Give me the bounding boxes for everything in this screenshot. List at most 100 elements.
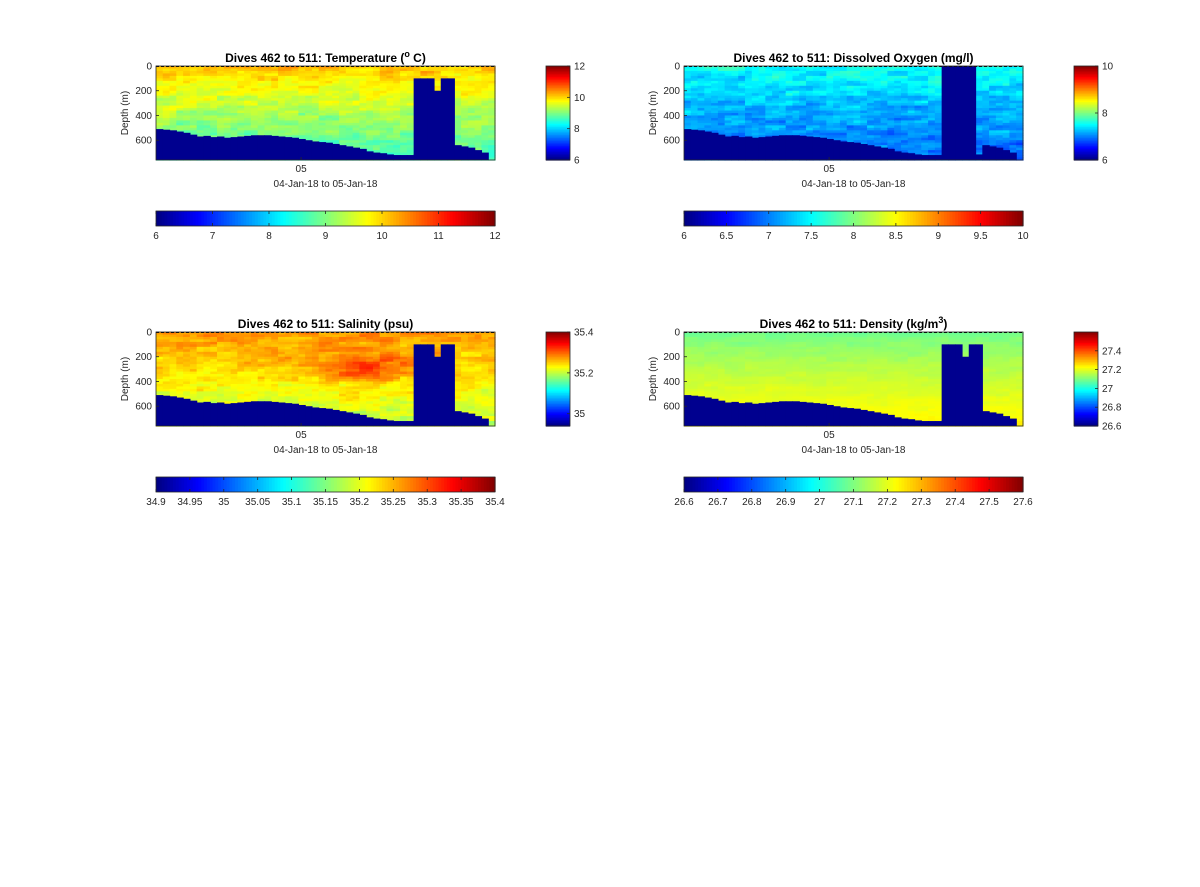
colorbar-segment — [991, 211, 996, 226]
colorbar-segment — [260, 211, 264, 226]
colorbar-segment — [791, 211, 795, 226]
heatmap-cell — [386, 93, 394, 97]
heatmap-cell — [846, 108, 855, 112]
colorbar-segment — [435, 211, 440, 226]
seafloor-column — [210, 137, 218, 160]
heatmap-cell — [305, 132, 313, 136]
heatmap-cell — [183, 339, 191, 343]
heatmap-cell — [860, 115, 868, 119]
panel-oxygen: Dives 462 to 511: Dissolved Oxygen (mg/l… — [648, 51, 1114, 242]
heatmap-cell — [975, 100, 983, 104]
heatmap-cell — [914, 100, 922, 104]
heatmap-cell — [690, 122, 699, 126]
heatmap-cell — [183, 383, 191, 388]
heatmap-cell — [1016, 120, 1024, 124]
heatmap-cell — [717, 90, 726, 94]
heatmap-cell — [223, 339, 232, 343]
heatmap-cell — [156, 125, 164, 129]
heatmap-cell — [914, 98, 922, 102]
heatmap-cell — [995, 110, 1004, 114]
heatmap-cell — [230, 381, 238, 385]
heatmap-cell — [379, 88, 388, 92]
heatmap-cell — [481, 110, 489, 114]
heatmap-cell — [257, 120, 266, 124]
heatmap-cell — [481, 125, 489, 129]
heatmap-cell — [474, 73, 483, 77]
heatmap-cell — [447, 70, 455, 75]
heatmap-cell — [697, 120, 705, 124]
colorbar-segment — [969, 211, 973, 226]
heatmap-cell — [792, 108, 800, 112]
heatmap-cell — [751, 78, 760, 82]
colorbar-tick-label: 6 — [574, 156, 580, 167]
colorbar-segment — [1074, 87, 1098, 91]
heatmap-cell — [846, 115, 855, 119]
heatmap-cell — [806, 103, 814, 107]
heatmap-cell — [887, 108, 895, 112]
heatmap-cell — [264, 88, 272, 92]
heatmap-cell — [162, 120, 171, 124]
heatmap-cell — [975, 83, 983, 87]
heatmap-cell — [223, 90, 232, 94]
heatmap-cell — [745, 125, 753, 129]
heatmap-cell — [217, 361, 225, 365]
heatmap-cell — [1009, 78, 1017, 82]
heatmap-cell — [244, 376, 252, 380]
heatmap-cell — [250, 95, 259, 99]
heatmap-cell — [217, 334, 225, 338]
heatmap-cell — [900, 90, 909, 94]
heatmap-cell — [359, 100, 367, 104]
heatmap-cell — [690, 68, 699, 72]
heatmap-cell — [846, 135, 855, 139]
heatmap-cell — [230, 354, 238, 358]
heatmap-cell — [982, 75, 990, 79]
heatmap-cell — [1016, 152, 1024, 156]
heatmap-cell — [724, 70, 733, 75]
heatmap-cell — [812, 88, 821, 92]
heatmap-cell — [975, 150, 983, 154]
heatmap-cell — [230, 75, 238, 79]
colorbar-segment — [709, 211, 713, 226]
heatmap-cell — [995, 117, 1004, 122]
colorbar-segment — [396, 211, 400, 226]
colorbar-tick-label: 11 — [433, 231, 444, 242]
colorbar-segment — [546, 139, 570, 142]
heatmap-cell — [264, 132, 272, 136]
heatmap-cell — [846, 130, 855, 134]
heatmap-cell — [704, 73, 712, 77]
heatmap-cell — [481, 132, 489, 136]
heatmap-cell — [454, 70, 462, 75]
heatmap-cell — [704, 68, 712, 72]
heatmap-cell — [481, 130, 489, 134]
heatmap-cell — [393, 150, 401, 154]
heatmap-cell — [690, 120, 699, 124]
heatmap-cell — [867, 132, 875, 136]
heatmap-cell — [244, 379, 252, 383]
heatmap-cell — [738, 85, 746, 89]
heatmap-cell — [880, 73, 888, 77]
heatmap-cell — [914, 122, 922, 126]
heatmap-cell — [183, 332, 191, 336]
heatmap-cell — [210, 356, 218, 360]
heatmap-cell — [237, 349, 245, 353]
heatmap-cell — [244, 93, 252, 97]
colorbar-segment — [404, 211, 409, 226]
heatmap-cell — [217, 359, 225, 363]
heatmap-cell — [427, 66, 435, 70]
heatmap-cell — [162, 66, 171, 70]
colorbar-segment — [983, 211, 987, 226]
heatmap-cell — [812, 83, 821, 87]
seafloor-column — [826, 138, 834, 160]
heatmap-cell — [176, 339, 184, 343]
heatmap-cell — [325, 73, 333, 77]
heatmap-cell — [413, 73, 422, 77]
heatmap-cell — [738, 110, 746, 114]
colorbar-segment — [907, 211, 911, 226]
heatmap-cell — [406, 137, 415, 141]
heatmap-cell — [366, 88, 374, 92]
heatmap-cell — [189, 379, 198, 383]
heatmap-cell — [244, 393, 252, 397]
heatmap-cell — [839, 66, 848, 70]
colorbar-tick-label: 8 — [574, 124, 580, 135]
heatmap-cell — [386, 80, 394, 84]
